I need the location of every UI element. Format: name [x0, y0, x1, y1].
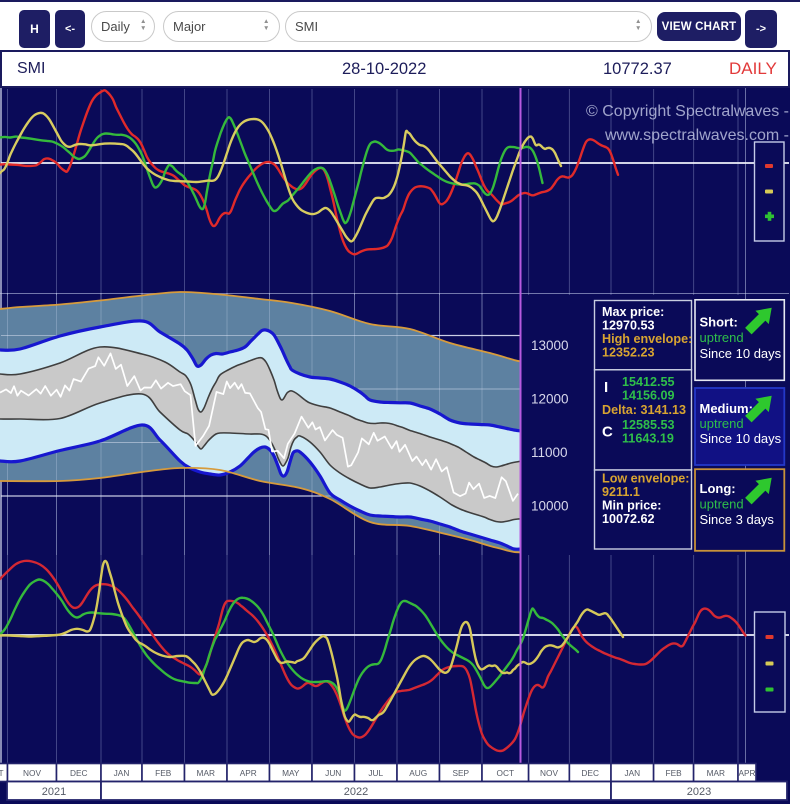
svg-text:uptrend: uptrend: [700, 330, 744, 345]
svg-text:12970.53: 12970.53: [602, 319, 655, 333]
svg-text:Max price:: Max price:: [602, 305, 664, 319]
svg-text:© Copyright Spectralwaves -: © Copyright Spectralwaves -: [586, 103, 789, 120]
svg-text:Since 10 days: Since 10 days: [700, 346, 782, 361]
svg-text:MAR: MAR: [707, 768, 725, 778]
svg-text:JAN: JAN: [114, 768, 130, 778]
svg-text:C: C: [602, 424, 613, 441]
svg-text:OCT: OCT: [497, 768, 515, 778]
svg-text:Since 10 days: Since 10 days: [700, 431, 782, 446]
svg-text:2022: 2022: [344, 786, 368, 798]
svg-text:uptrend: uptrend: [700, 416, 744, 431]
svg-text:12000: 12000: [531, 392, 569, 407]
svg-text:Low envelope:: Low envelope:: [602, 472, 689, 486]
svg-text:DEC: DEC: [70, 768, 88, 778]
svg-text:13000: 13000: [531, 338, 569, 353]
svg-text:NOV: NOV: [540, 768, 558, 778]
svg-text:Medium:: Medium:: [700, 401, 753, 416]
svg-text:APR: APR: [738, 768, 755, 778]
svg-text:JUL: JUL: [368, 768, 383, 778]
svg-text:Min price:: Min price:: [602, 499, 661, 513]
svg-text:12352.23: 12352.23: [602, 346, 655, 360]
svg-text:I: I: [604, 379, 608, 396]
svg-text:Short:: Short:: [700, 315, 738, 330]
svg-text:MAY: MAY: [282, 768, 300, 778]
svg-text:www.spectralwaves.com -: www.spectralwaves.com -: [604, 127, 789, 144]
svg-text:APR: APR: [240, 768, 257, 778]
svg-text:12585.53: 12585.53: [622, 418, 675, 432]
svg-text:2021: 2021: [42, 786, 66, 798]
svg-text:Delta: 3141.13: Delta: 3141.13: [602, 403, 686, 417]
svg-text:10072.62: 10072.62: [602, 512, 655, 526]
svg-text:11643.19: 11643.19: [622, 432, 674, 446]
svg-text:MAR: MAR: [197, 768, 215, 778]
svg-text:Long:: Long:: [700, 481, 736, 496]
svg-text:2023: 2023: [687, 786, 711, 798]
svg-text:JUN: JUN: [325, 768, 341, 778]
svg-text:SEP: SEP: [452, 768, 469, 778]
svg-text:15412.55: 15412.55: [622, 375, 675, 389]
svg-text:NOV: NOV: [23, 768, 41, 778]
svg-text:uptrend: uptrend: [700, 497, 744, 512]
svg-text:9211.1: 9211.1: [602, 485, 640, 499]
svg-text:T: T: [0, 768, 4, 778]
svg-text:DEC: DEC: [581, 768, 599, 778]
svg-text:Since 3 days: Since 3 days: [700, 512, 775, 527]
svg-text:FEB: FEB: [666, 768, 683, 778]
svg-text:11000: 11000: [531, 445, 568, 460]
svg-text:10000: 10000: [531, 499, 569, 514]
svg-text:JAN: JAN: [624, 768, 640, 778]
svg-text:AUG: AUG: [409, 768, 427, 778]
svg-text:High envelope:: High envelope:: [602, 332, 692, 346]
svg-text:FEB: FEB: [155, 768, 172, 778]
svg-text:14156.09: 14156.09: [622, 389, 675, 403]
